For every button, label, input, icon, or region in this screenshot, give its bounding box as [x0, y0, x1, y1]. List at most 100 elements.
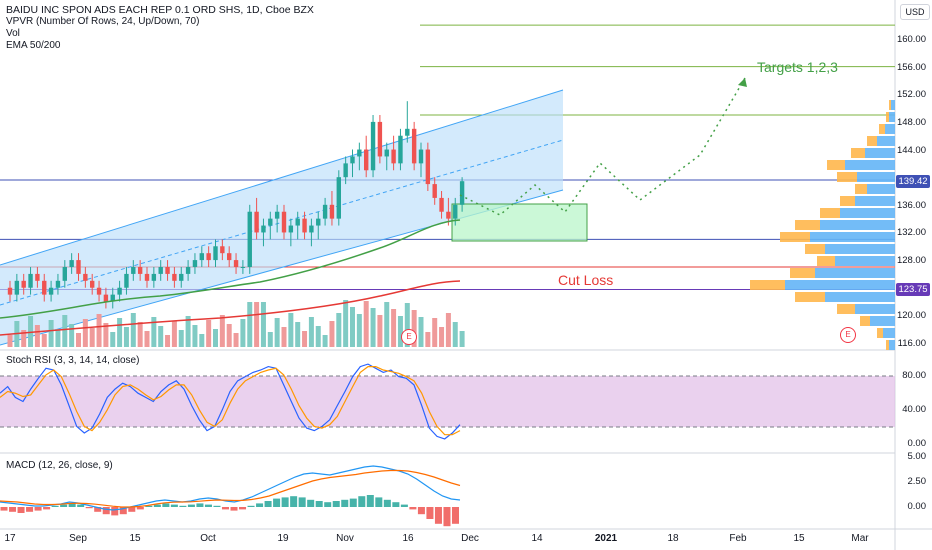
macd-histogram-bar: [375, 497, 383, 507]
volume-bar: [302, 331, 308, 347]
volume-bar: [219, 315, 225, 347]
candle-body: [281, 211, 287, 233]
targets-label[interactable]: Targets 1,2,3: [757, 59, 838, 75]
volume-profile-up: [883, 328, 895, 338]
macd-histogram-bar: [179, 505, 187, 507]
macd-histogram-bar: [298, 497, 306, 507]
volume-profile-up: [891, 100, 895, 110]
macd-histogram-bar: [383, 499, 391, 507]
volume-bar: [123, 327, 129, 347]
symbol-title[interactable]: BAIDU INC SPON ADS EACH REP 0.1 ORD SHS,…: [6, 4, 314, 16]
ema-50-line[interactable]: [0, 219, 461, 319]
macd-histogram-bar: [264, 501, 272, 507]
volume-profile-down: [790, 268, 815, 278]
stoch-title[interactable]: Stoch RSI (3, 3, 14, 14, close): [6, 355, 140, 366]
volume-profile-down: [795, 220, 820, 230]
price-tick: 160.00: [896, 34, 926, 45]
level-price-badge[interactable]: 123.75: [896, 283, 930, 296]
macd-histogram-bar: [85, 507, 93, 509]
volume-bar: [213, 329, 218, 347]
volume-bar: [247, 302, 253, 347]
candle-body: [425, 149, 431, 185]
volume-bar: [117, 318, 123, 347]
candle-body: [151, 273, 157, 281]
macd-histogram-bar: [281, 497, 289, 507]
volume-profile-down: [860, 316, 870, 326]
macd-histogram-bar: [51, 505, 59, 507]
candle-body: [295, 218, 300, 226]
volume-bar: [7, 335, 13, 347]
earnings-marker[interactable]: E: [401, 329, 417, 345]
volume-profile-up: [840, 208, 895, 218]
volume-bar: [171, 321, 177, 347]
macd-histogram-bar: [34, 507, 42, 511]
price-tick: 120.00: [896, 310, 926, 321]
candle-body: [343, 163, 348, 178]
candle-body: [377, 121, 383, 157]
macd-histogram-bar: [0, 507, 8, 511]
macd-histogram-bar: [204, 504, 212, 507]
macd-histogram-bar: [307, 499, 315, 507]
volume-profile-up: [815, 268, 895, 278]
candle-body: [42, 280, 47, 295]
volume-bar: [55, 329, 61, 347]
macd-histogram-bar: [170, 504, 178, 507]
volume-bar: [315, 326, 321, 347]
ema-200-line[interactable]: [0, 280, 461, 336]
target-zone[interactable]: [451, 203, 588, 242]
volume-bar: [62, 315, 68, 347]
stoch-k-line[interactable]: [0, 363, 461, 440]
cut-loss-label[interactable]: Cut Loss: [558, 272, 614, 288]
volume-bar: [267, 332, 273, 347]
time-tick: Dec: [461, 533, 479, 544]
macd-histogram-bar: [400, 504, 408, 507]
macd-histogram-bar: [162, 503, 170, 507]
volume-profile-down: [820, 208, 840, 218]
earnings-marker-upcoming[interactable]: E: [840, 327, 856, 343]
volume-bar: [110, 332, 116, 347]
volume-bar: [130, 313, 136, 347]
macd-histogram-bar: [128, 507, 136, 512]
indicator-vol-label[interactable]: Vol: [6, 28, 20, 39]
volume-profile-up: [889, 112, 895, 122]
volume-bar: [178, 330, 184, 347]
volume-bar: [199, 334, 205, 347]
volume-bar: [144, 331, 150, 347]
indicator-vpvr-label[interactable]: VPVR (Number Of Rows, 24, Up/Down, 70): [6, 16, 200, 27]
volume-profile-up: [870, 316, 895, 326]
macd-histogram-bar: [77, 504, 85, 507]
macd-signal-line[interactable]: [0, 469, 461, 508]
time-tick: 18: [667, 533, 679, 544]
channel-upper-line[interactable]: [0, 89, 564, 266]
volume-profile-down: [889, 100, 891, 110]
candle-body: [370, 121, 376, 171]
macd-histogram-bar: [434, 507, 442, 524]
volume-profile-up: [785, 280, 895, 290]
stoch-d-line[interactable]: [0, 366, 461, 436]
currency-button[interactable]: USD: [900, 4, 930, 20]
candle-body: [309, 225, 314, 233]
volume-bar: [82, 319, 88, 347]
volume-profile-down: [840, 196, 855, 206]
candle-body: [172, 273, 177, 281]
volume-bar: [226, 324, 232, 347]
candle-body: [336, 177, 341, 219]
volume-bar: [240, 319, 246, 347]
macd-histogram-bar: [273, 498, 281, 507]
macd-title[interactable]: MACD (12, 26, close, 9): [6, 460, 113, 471]
volume-bar: [343, 300, 349, 347]
price-tick: 128.00: [896, 255, 926, 266]
candle-body: [21, 280, 26, 288]
candle-body: [233, 260, 239, 267]
volume-profile-down: [886, 340, 889, 350]
volume-bar: [404, 303, 410, 347]
time-tick: 19: [277, 533, 289, 544]
candle-body: [144, 273, 150, 281]
macd-histogram-bar: [94, 507, 102, 512]
last-price-badge[interactable]: 139.42: [896, 175, 930, 188]
indicator-ema-label[interactable]: EMA 50/200: [6, 40, 61, 51]
volume-profile-down: [817, 256, 835, 266]
price-axis[interactable]: 160.00 156.00 152.00 148.00 144.00 136.0…: [895, 0, 932, 550]
candle-body: [213, 246, 218, 261]
